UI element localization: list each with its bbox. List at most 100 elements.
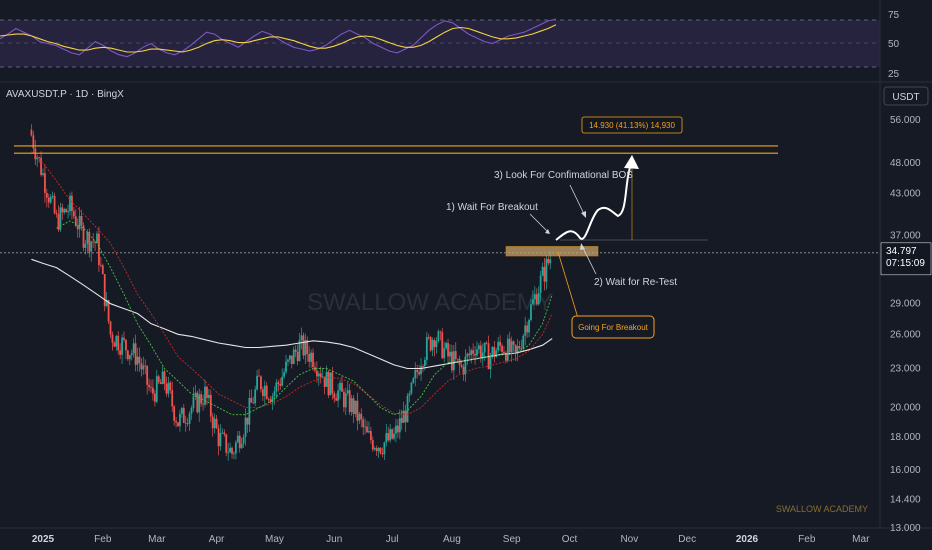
projection-measure-box[interactable] [581, 116, 683, 134]
candle-body [265, 385, 268, 399]
candle-body [366, 426, 368, 433]
candle-body [362, 419, 365, 428]
annotation-retest[interactable]: 2) Wait for Re-Test [594, 277, 677, 288]
candle-body [485, 342, 488, 344]
price-axis[interactable]: 56.000 48.000 43.000 37.000 29.000 26.000 23.0… [890, 115, 921, 534]
candle-body [350, 398, 353, 412]
candle-body [468, 353, 471, 356]
candle-body [364, 426, 367, 428]
candle-body [261, 389, 264, 397]
candle-body [113, 342, 116, 347]
candle-body [227, 452, 230, 454]
candle-body [47, 197, 50, 203]
candle-body [231, 447, 233, 454]
annotation-wait-breakout[interactable]: 1) Wait For Breakout [446, 202, 538, 213]
callout-going-breakout[interactable] [571, 315, 655, 339]
candle-body [379, 447, 382, 454]
candle-body [300, 335, 303, 341]
candle-body [460, 364, 463, 367]
candle-body [545, 258, 548, 282]
projection-arrowhead [624, 155, 639, 169]
candle-body [190, 407, 193, 414]
candle-body [321, 376, 324, 378]
candle-body [310, 352, 312, 362]
candle-body [319, 373, 322, 378]
candle-body [256, 375, 258, 390]
candle-body [163, 371, 166, 384]
candle-body [495, 350, 498, 358]
currency-badge[interactable] [883, 86, 929, 106]
candle-body [153, 393, 156, 402]
candle-body [217, 428, 220, 447]
candle-body [179, 413, 181, 427]
time-tick-label: 2026 [736, 534, 759, 545]
candle-body [169, 382, 172, 391]
moving-averages-group [31, 151, 553, 416]
candle-body [99, 265, 102, 266]
candle-body [520, 348, 523, 349]
candle-body [134, 343, 137, 365]
breakout-zone[interactable] [505, 246, 599, 257]
candle-body [288, 355, 291, 360]
candle-body [140, 363, 143, 370]
candle-body [167, 382, 170, 394]
candle-body [111, 334, 114, 343]
candle-body [144, 365, 147, 367]
candle-body [242, 436, 245, 444]
candle-body [101, 265, 104, 275]
candle-body [414, 369, 417, 379]
candle-body [59, 207, 62, 230]
projection-path[interactable] [555, 161, 633, 241]
time-tick-label: Jun [326, 534, 342, 545]
candle-body [445, 343, 448, 349]
candle-body [72, 211, 75, 217]
candle-body [483, 342, 486, 353]
candle-body [325, 371, 328, 387]
annotation-look-bos[interactable]: 3) Look For Confimational BOS [494, 170, 633, 181]
candle-body [275, 382, 278, 392]
candle-body [132, 343, 135, 354]
candle-body [329, 372, 332, 396]
price-tick-label: 43.000 [890, 189, 921, 200]
candle-body [541, 266, 544, 276]
candle-body [549, 259, 552, 264]
projection-measure-label: 14.930 (41.13%) 14,930 [589, 121, 675, 130]
candle-body [371, 440, 374, 450]
candle-body [308, 353, 311, 362]
candle-body [260, 376, 262, 390]
candle-body [533, 294, 536, 300]
candle-body [306, 340, 309, 354]
candle-body [194, 392, 197, 397]
candle-body [252, 402, 255, 404]
candle-body [506, 338, 509, 361]
candle-body [342, 391, 345, 408]
rsi-level-label-25: 25 [888, 69, 900, 80]
candle-body [543, 266, 546, 282]
candle-body [298, 340, 301, 361]
candle-body [45, 192, 48, 198]
candle-body [94, 242, 96, 244]
candle-body [119, 350, 122, 355]
symbol-label[interactable]: AVAXUSDT.P · 1D · BingX [6, 89, 124, 100]
time-tick-label: Mar [148, 534, 166, 545]
candles-group[interactable] [30, 124, 552, 461]
rsi-level-label-50: 50 [888, 39, 900, 50]
candle-body [279, 383, 282, 386]
time-tick-label: 2025 [32, 534, 55, 545]
candle-body [196, 392, 199, 413]
candle-body [283, 372, 285, 377]
price-tick-label: 37.000 [890, 231, 921, 242]
candle-body [238, 435, 241, 449]
price-tick-label: 23.000 [890, 364, 921, 375]
candle-body [177, 422, 179, 427]
price-tick-label: 14.400 [890, 494, 921, 505]
candle-body [148, 384, 150, 388]
candle-body [290, 355, 293, 365]
time-axis[interactable]: 2025 Feb Mar Apr May Jun Jul Aug Sep Oct Nov Dec 202… [32, 534, 870, 545]
candle-body [173, 406, 176, 421]
candle-body [229, 447, 231, 453]
price-tick-label: 56.000 [890, 115, 921, 126]
candle-body [429, 337, 432, 351]
candle-body [528, 319, 530, 333]
